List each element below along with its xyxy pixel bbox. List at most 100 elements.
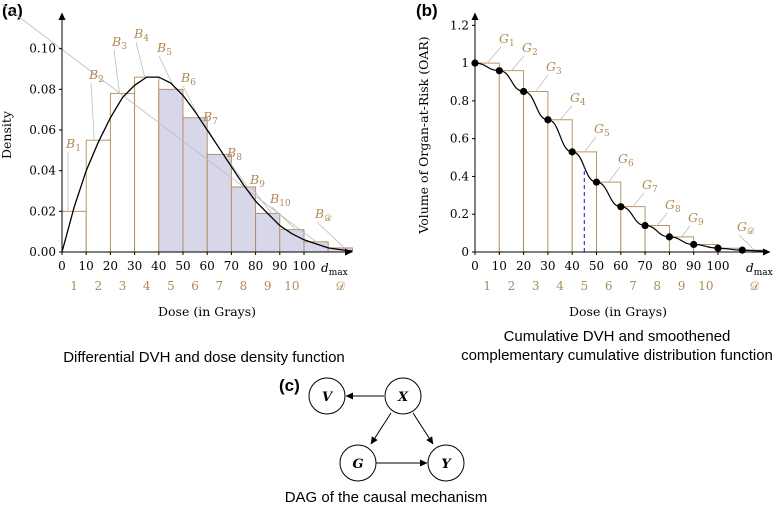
a-xtick-label-0: 0: [58, 259, 66, 273]
panel-b-caption-line-1: Cumulative DVH and smoothened: [504, 328, 731, 345]
a-bar-3: [109, 92, 136, 253]
node-y: Y: [427, 444, 465, 482]
b-bin-index-12: 𝒟: [750, 279, 760, 293]
b-xtick-label-4: 40: [565, 259, 580, 273]
b-bin-index-7: 7: [629, 279, 637, 293]
a-xtick-label-6: 60: [200, 259, 215, 273]
b-xtick-label-9: 90: [686, 259, 701, 273]
a-bar-7: [206, 153, 232, 253]
b-point-7: [617, 203, 625, 211]
a-bar-2: [85, 139, 111, 253]
panel-a-y-title: Density: [0, 110, 14, 159]
b-ytick-label-1: 0.2: [450, 207, 469, 221]
b-bin-label-5: G5: [594, 121, 610, 139]
a-leader-4: [135, 41, 146, 78]
b-bin-index-4: 4: [556, 279, 564, 293]
b-bin-label-4: G4: [570, 90, 586, 108]
a-bin-index-6: 6: [191, 279, 199, 293]
a-bar-1: [61, 210, 87, 253]
a-bin-index-5: 5: [167, 279, 175, 293]
panel-a-y-ticks: 0.00 0.02 0.04 0.06 0.08 0.10: [29, 42, 62, 259]
b-bar-6: [596, 181, 622, 253]
node-x-label: X: [397, 390, 409, 405]
b-point-8: [641, 221, 649, 230]
b-xtick-label-6: 60: [613, 259, 628, 273]
node-y-label: Y: [441, 457, 452, 472]
b-bin-index-3: 3: [532, 279, 540, 293]
b-bar-1: [474, 62, 500, 253]
b-bin-index-2: 2: [508, 279, 516, 293]
a-ytick-label-1: 0.02: [29, 204, 56, 218]
a-xtick-label-9: 90: [272, 259, 287, 273]
a-xtick-label-1: 10: [79, 259, 94, 273]
a-leader-3: [113, 49, 120, 94]
a-bin-label-2: B2: [88, 67, 104, 85]
b-xtick-label-8: 80: [662, 259, 677, 273]
b-bin-index-1: 1: [483, 279, 491, 293]
panel-b-cumulative-dvh: (b) 00.20.40.60.811.2 0 10 20 30 40 50 60 70 80 9…: [416, 1, 773, 364]
b-bar-7: [620, 206, 646, 253]
a-xtick-label-5: 50: [175, 259, 190, 273]
panel-c-label: (c): [279, 376, 300, 395]
a-xtick-label-7: 70: [224, 259, 239, 273]
b-ytick-label-3: 0.6: [450, 132, 469, 146]
panel-b-label: (b): [416, 1, 438, 20]
a-bar-6: [182, 117, 208, 253]
b-point-11: [714, 244, 722, 252]
a-leader-2: [90, 82, 95, 141]
panel-a-bin-indices: 1 2 3 4 5 6 7 8 9 10 𝒟: [70, 279, 345, 293]
b-point-5: [568, 148, 576, 156]
b-ytick-label-5: 1: [461, 56, 469, 70]
panel-b-x-end-label: dmax: [746, 261, 773, 278]
a-xtick-label-4: 40: [151, 259, 166, 273]
panel-c-caption: DAG of the causal mechanism: [285, 489, 488, 506]
b-point-12: [738, 246, 746, 254]
panel-b-bin-labels: G1 G2 G3 G4 G5 G6 G7 G8 G9 G𝒟: [499, 31, 755, 237]
panel-b-y-ticks: 0 0.2 0.4 0.6 0.8 1 1.2: [450, 18, 475, 259]
b-xtick-label-5: 50: [589, 259, 604, 273]
b-bin-index-8: 8: [653, 279, 661, 293]
a-bin-index-9: 9: [264, 279, 272, 293]
panel-b-bin-indices: 1 2 3 4 5 6 7 8 9 10 𝒟: [483, 279, 759, 293]
a-bin-label-10: B10: [269, 191, 291, 209]
b-point-10: [690, 240, 698, 249]
a-bin-label-8: B8: [226, 145, 242, 163]
a-xtick-label-3: 30: [127, 259, 142, 273]
b-point-2: [495, 67, 503, 75]
panel-b-bars: [474, 62, 768, 253]
b-leader-1: [486, 46, 502, 64]
a-ytick-label-0: 0.00: [29, 245, 56, 259]
a-bin-label-7: B7: [202, 109, 218, 127]
b-ytick-label-2: 0.4: [450, 169, 469, 183]
a-bin-index-2: 2: [94, 279, 102, 293]
edge-x-to-y: [412, 412, 434, 445]
b-bin-index-6: 6: [605, 279, 613, 293]
b-leader-5: [584, 136, 597, 153]
b-bin-label-7: G7: [642, 177, 658, 195]
panel-a-x-ticks: 0 10 20 30 40 50 60 70 80 90 100: [58, 252, 315, 273]
a-bin-label-6: B6: [180, 70, 196, 88]
b-leader-8: [656, 212, 668, 226]
b-ytick-label-6: 1.2: [450, 18, 469, 32]
a-leader-12: [316, 221, 345, 249]
a-bin-index-10: 10: [284, 279, 299, 293]
b-bar-3: [523, 90, 549, 253]
node-v: V: [308, 377, 346, 415]
b-bin-index-9: 9: [678, 279, 686, 293]
a-bin-label-9: B9: [249, 172, 265, 190]
b-bin-label-12: G𝒟: [737, 219, 755, 237]
panel-a-caption: Differential DVH and dose density functi…: [63, 349, 345, 366]
a-bin-label-12: B𝒟: [314, 206, 332, 224]
a-leader-6: [182, 85, 200, 118]
a-leader-8: [228, 160, 248, 188]
panel-b-leaders: [486, 46, 755, 251]
panel-b-x-ticks: 0 10 20 30 40 50 60 70 80 90 100: [471, 252, 729, 273]
node-x: X: [384, 377, 422, 415]
a-bin-label-3: B3: [111, 34, 127, 52]
panel-b-y-title: Volume of Organ-at-Risk (OAR): [416, 36, 431, 234]
a-ytick-label-3: 0.06: [29, 123, 56, 137]
b-point-6: [592, 178, 601, 186]
b-leader-12: [738, 234, 755, 251]
